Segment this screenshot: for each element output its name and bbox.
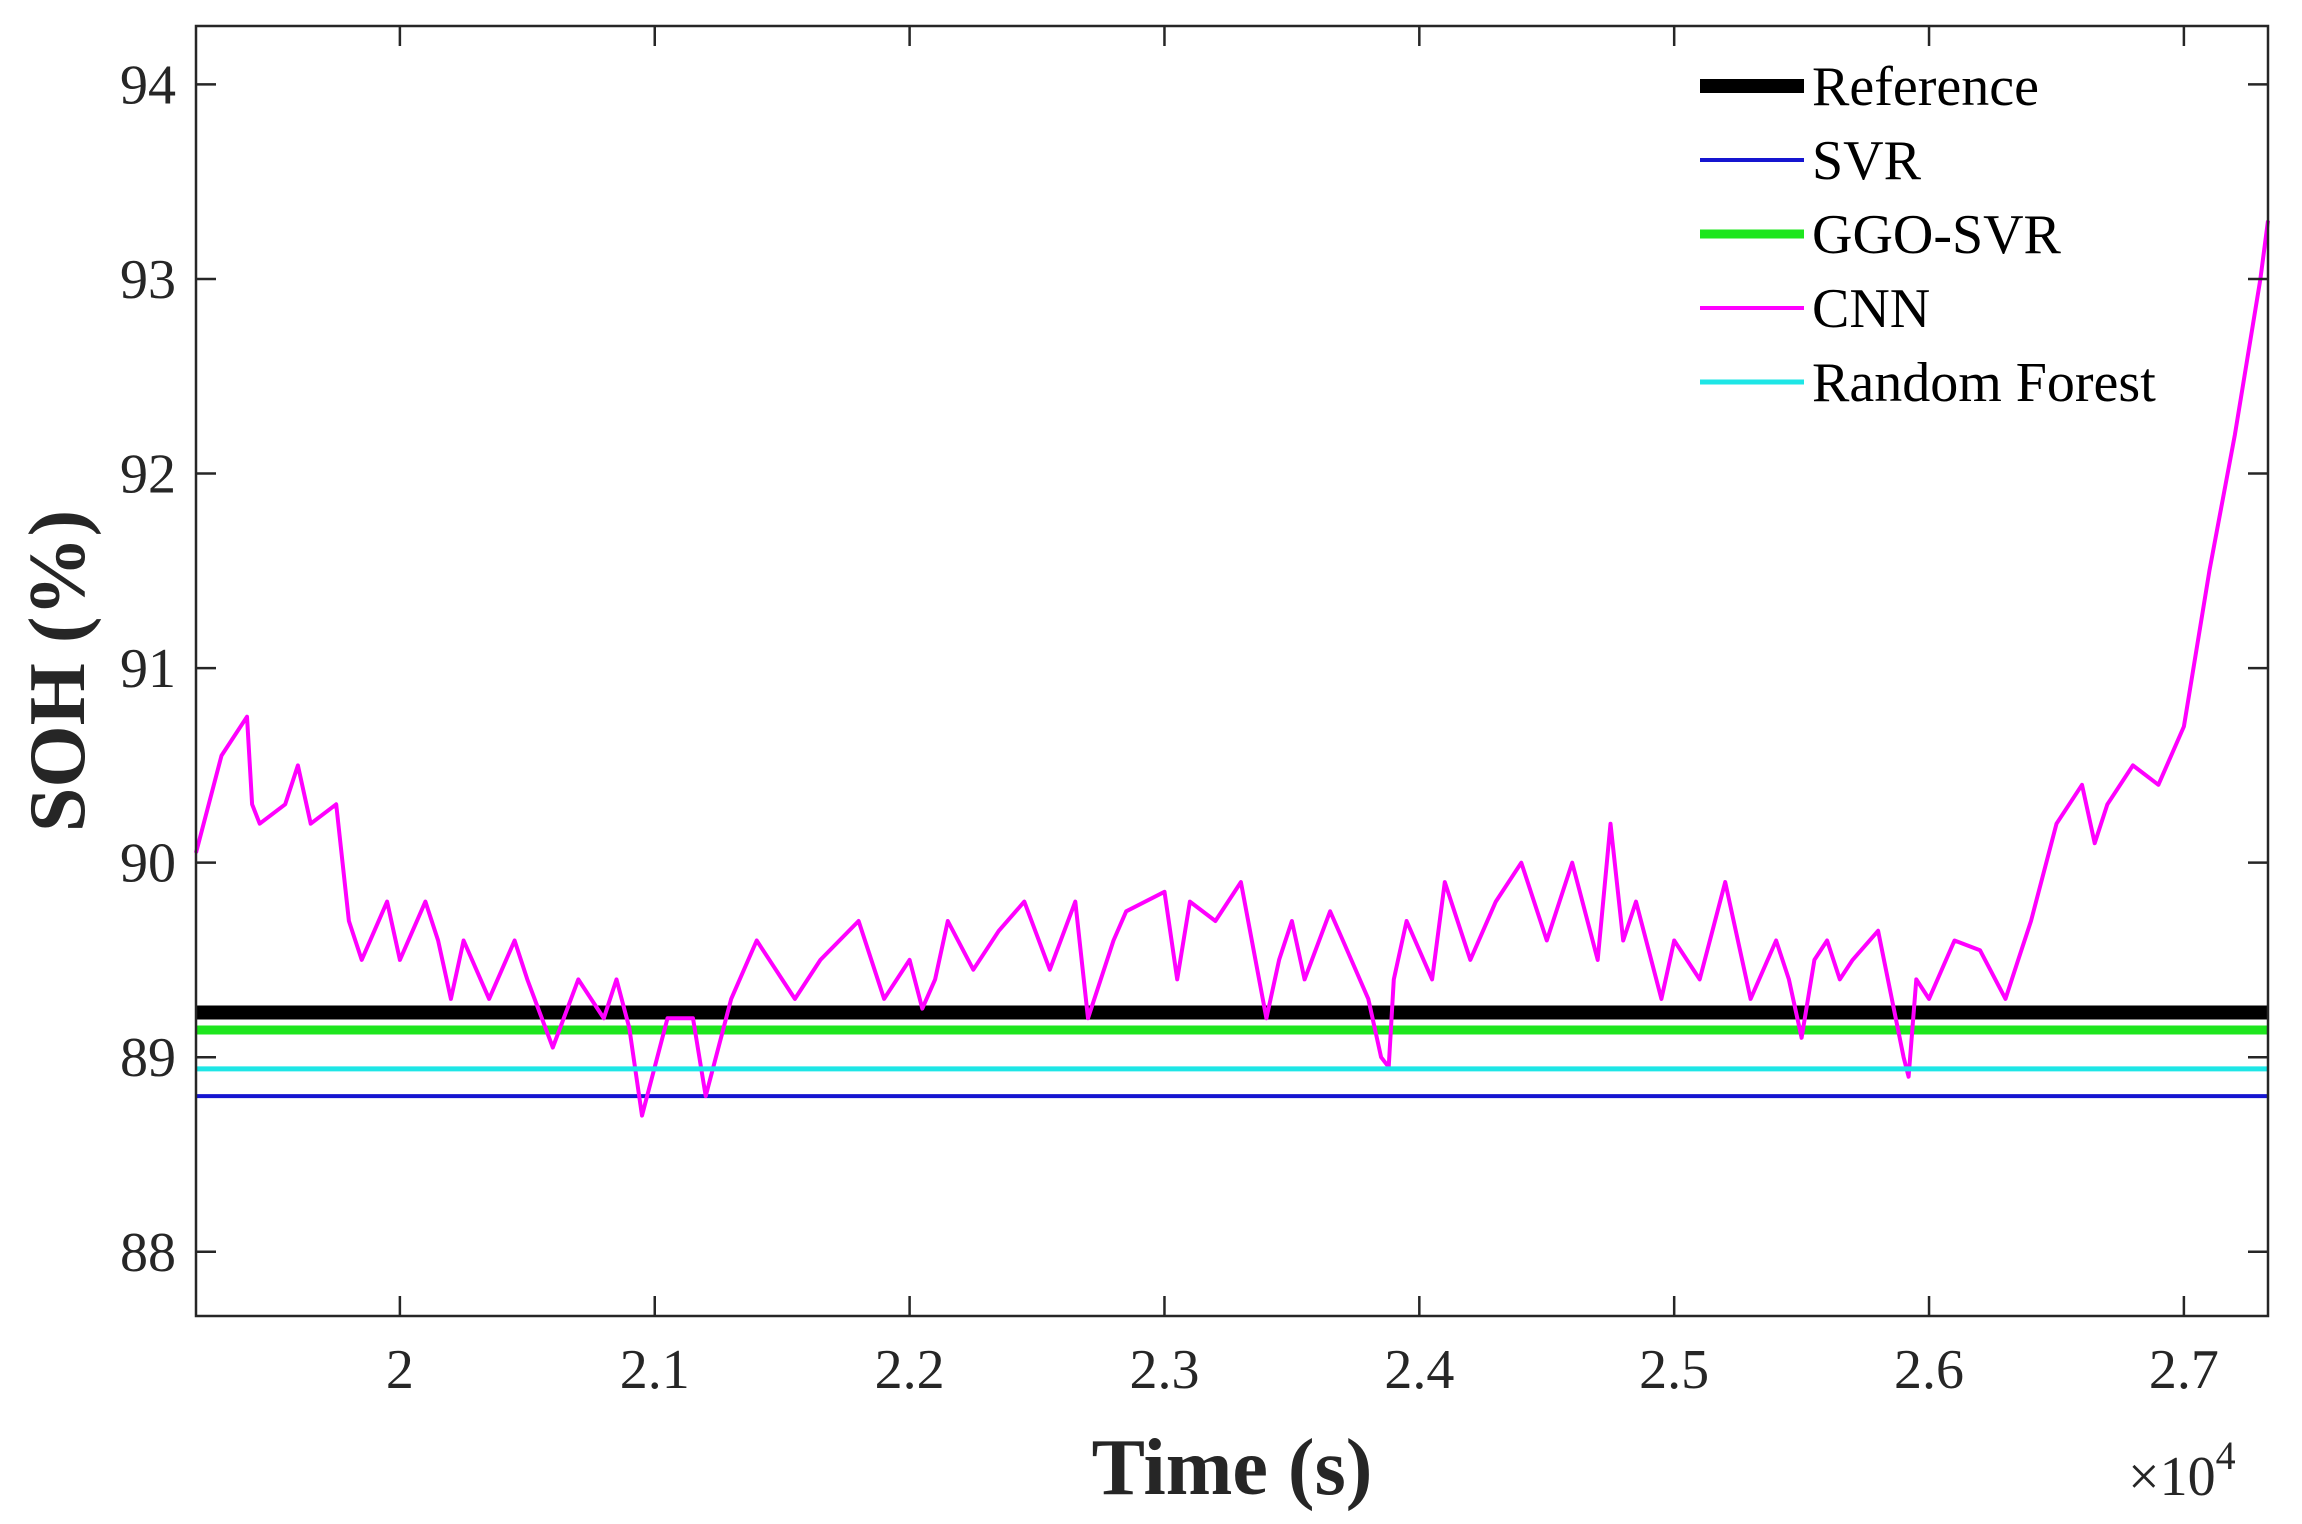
x-axis-exponent-base: ×10 — [2128, 1446, 2216, 1508]
y-tick-label: 88 — [120, 1222, 176, 1284]
cnn-series-line — [194, 220, 2270, 1118]
y-tick-label: 89 — [120, 1027, 176, 1089]
legend: Reference SVR GGO-SVR CNN Random Forest — [1700, 56, 2156, 414]
x-tick-label: 2.2 — [875, 1339, 945, 1401]
series-layer — [194, 220, 2270, 1118]
x-tick-label: 2.5 — [1639, 1339, 1709, 1401]
legend-label-random-forest: Random Forest — [1812, 352, 2156, 414]
x-axis-exponent-power: 4 — [2216, 1433, 2236, 1478]
legend-label-svr: SVR — [1812, 130, 1922, 192]
x-tick-label: 2.3 — [1129, 1339, 1199, 1401]
y-tick-label: 92 — [120, 444, 176, 506]
x-tick-label: 2 — [386, 1339, 414, 1401]
legend-label-cnn: CNN — [1812, 278, 1930, 340]
x-tick-label: 2.6 — [1894, 1339, 1964, 1401]
y-tick-label: 94 — [120, 54, 176, 116]
x-tick-label: 2.7 — [2149, 1339, 2219, 1401]
legend-label-ggo-svr: GGO-SVR — [1812, 204, 2062, 266]
ticks-layer: 2 2.1 2.2 2.3 2.4 2.5 2.6 2.7 88 89 90 91 92 93 94 — [120, 26, 2268, 1401]
plot-area — [196, 26, 2268, 1316]
axes-box — [194, 24, 2270, 1318]
y-tick-label: 93 — [120, 249, 176, 311]
legend-label-reference: Reference — [1812, 56, 2039, 118]
y-axis-title: SOH (%) — [14, 510, 102, 832]
x-tick-label: 2.4 — [1384, 1339, 1454, 1401]
y-tick-label: 91 — [120, 638, 176, 700]
y-tick-label: 90 — [120, 833, 176, 895]
x-axis-title: Time (s) — [1092, 1424, 1373, 1512]
x-axis-exponent: ×104 — [2128, 1433, 2236, 1508]
x-tick-label: 2.1 — [620, 1339, 690, 1401]
